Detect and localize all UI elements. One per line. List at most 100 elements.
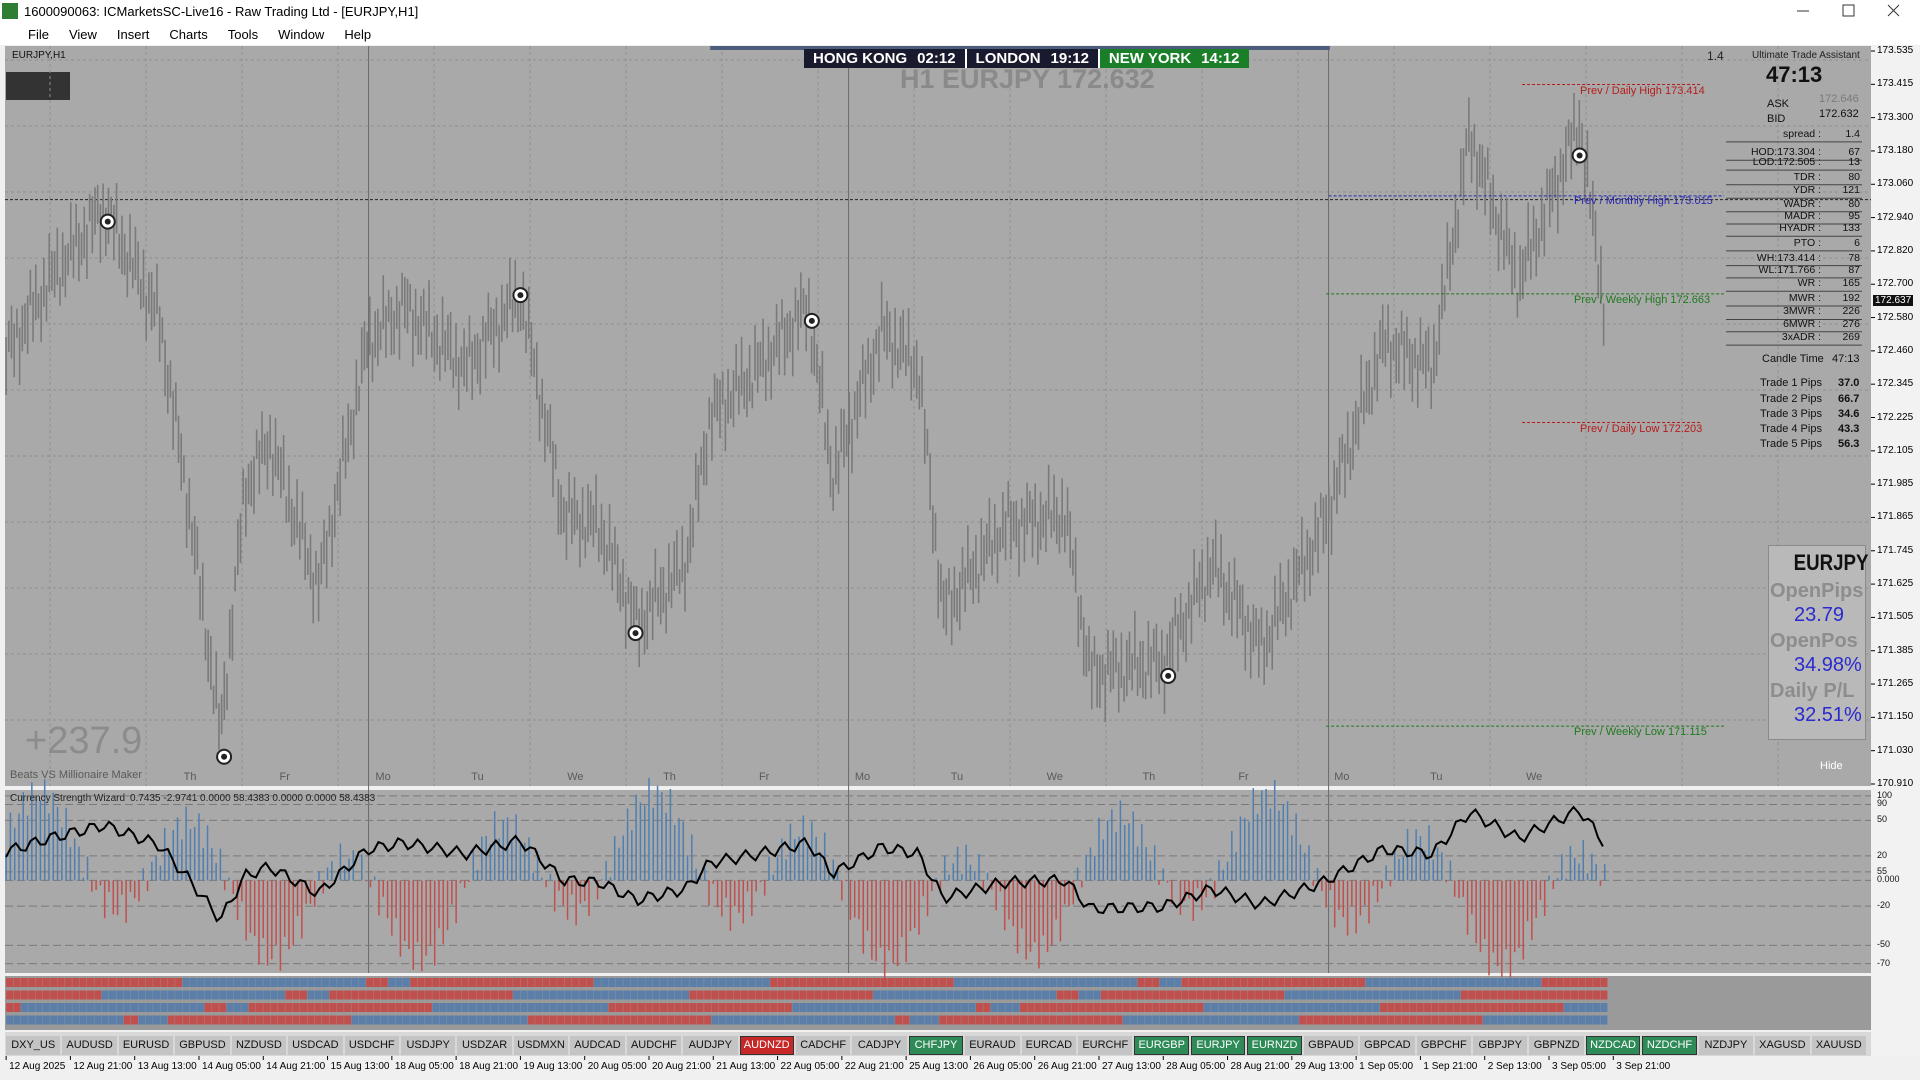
strength-cell (909, 990, 917, 1000)
strength-cell (1556, 990, 1564, 1000)
strength-cell (1240, 1015, 1248, 1025)
strength-cell (814, 978, 822, 987)
strength-cell (770, 1015, 778, 1025)
position-symbol: EURJPY (1793, 550, 1869, 575)
strength-cell (601, 978, 609, 987)
pair-button[interactable]: USDCHF (344, 1036, 399, 1055)
strength-cell (953, 990, 961, 1000)
strength-cell (123, 978, 131, 987)
pair-button[interactable]: XAUUSD (1811, 1036, 1866, 1055)
price-axis (1871, 46, 1920, 1056)
pair-button[interactable]: NZDCHF (1642, 1036, 1697, 1055)
strength-cell (145, 978, 153, 987)
strength-cell (902, 1003, 910, 1012)
pair-button[interactable]: CADJPY (852, 1036, 907, 1055)
strength-cell (571, 1003, 579, 1012)
pair-button[interactable]: GBPNZD (1529, 1036, 1584, 1055)
strength-cell (1100, 1015, 1108, 1025)
pair-button[interactable]: CADCHF (795, 1036, 851, 1055)
pair-button[interactable]: AUDCHF (626, 1036, 682, 1055)
strength-cell (564, 978, 572, 987)
strength-cell (300, 1015, 308, 1025)
strength-cell (182, 1003, 190, 1012)
strength-cell (1453, 1015, 1461, 1025)
menu-item[interactable]: File (28, 27, 49, 42)
pair-button[interactable]: EURGBP (1134, 1036, 1189, 1055)
pair-button[interactable]: USDMXN (513, 1036, 569, 1055)
strength-cell (1490, 1003, 1498, 1012)
pair-button[interactable]: AUDCAD (570, 1036, 625, 1055)
pair-button[interactable]: EURAUD (965, 1036, 1020, 1055)
pair-button[interactable]: EURNZD (1247, 1036, 1302, 1055)
menu-item[interactable]: View (68, 27, 97, 42)
pair-button[interactable]: NZDCAD (1585, 1036, 1641, 1055)
pair-button[interactable]: EURCHF (1078, 1036, 1133, 1055)
strength-cell (402, 1015, 410, 1025)
session-clock: HONG KONG 02:12 (804, 49, 965, 68)
strength-cell (645, 1015, 653, 1025)
strength-cell (454, 1015, 462, 1025)
strength-cell (1394, 1003, 1402, 1012)
strength-cell (50, 978, 58, 987)
strength-cell (292, 978, 300, 987)
pair-button[interactable]: AUDNZD (739, 1036, 794, 1055)
pair-button[interactable]: USDCAD (288, 1036, 343, 1055)
menu-item[interactable]: Insert (116, 27, 150, 42)
strength-cell (417, 978, 425, 987)
strength-cell (1571, 1015, 1579, 1025)
strength-cell (42, 978, 50, 987)
menu-item[interactable]: Window (278, 27, 325, 42)
pair-button[interactable]: USDZAR (457, 1036, 512, 1055)
strength-cell (1475, 990, 1483, 1000)
strength-cell (417, 1003, 425, 1012)
strength-cell (564, 990, 572, 1000)
strength-cell (270, 1003, 278, 1012)
pair-button[interactable]: GBPAUD (1303, 1036, 1359, 1055)
strength-cell (226, 1003, 234, 1012)
hide-button[interactable]: Hide (1820, 760, 1843, 772)
menu-item[interactable]: Tools (227, 27, 259, 42)
pair-button[interactable]: AUDJPY (683, 1036, 738, 1055)
strength-cell (1526, 978, 1534, 987)
stat-value: 80 (1848, 197, 1860, 210)
pair-button[interactable]: AUDUSD (62, 1036, 117, 1055)
strength-cell (1600, 990, 1608, 1000)
pair-button[interactable]: GBPCHF (1416, 1036, 1472, 1055)
strength-cell (116, 990, 124, 1000)
strength-cell (1100, 1003, 1108, 1012)
strength-cell (1093, 990, 1101, 1000)
pair-button[interactable]: NZDUSD (231, 1036, 287, 1055)
strength-cell (1130, 1003, 1138, 1012)
pair-button[interactable]: NZDJPY (1698, 1036, 1754, 1055)
strength-cell (1571, 1003, 1579, 1012)
menu-item[interactable]: Charts (169, 27, 208, 42)
strength-cell (344, 990, 352, 1000)
strength-cell (1005, 978, 1013, 987)
strength-cell (939, 990, 947, 1000)
strength-cell (153, 990, 161, 1000)
strength-cell (1196, 1015, 1204, 1025)
pair-button[interactable]: DXY_US (6, 1036, 61, 1055)
strength-cell (968, 1003, 976, 1012)
strength-cell (828, 990, 836, 1000)
pair-button[interactable]: EURCAD (1021, 1036, 1077, 1055)
strength-cell (946, 1003, 954, 1012)
pair-button[interactable]: EURUSD (118, 1036, 174, 1055)
strength-cell (1431, 978, 1439, 987)
pair-button[interactable]: CHFJPY (908, 1036, 964, 1055)
strength-cell (520, 1003, 528, 1012)
menu-item[interactable]: Help (344, 27, 372, 42)
pair-button[interactable]: GBPUSD (175, 1036, 230, 1055)
pair-button[interactable]: XAGUSD (1755, 1036, 1810, 1055)
time-axis (0, 1056, 1920, 1080)
strength-cell (153, 1003, 161, 1012)
strength-cell (704, 1003, 712, 1012)
pair-button[interactable]: USDJPY (400, 1036, 456, 1055)
pair-button[interactable]: GBPJPY (1473, 1036, 1528, 1055)
trade-panel-toggle[interactable] (6, 72, 70, 100)
stat-label: PTO : (1793, 236, 1821, 249)
strength-cell (601, 990, 609, 1000)
strength-cell (1233, 1015, 1241, 1025)
pair-button[interactable]: GBPCAD (1360, 1036, 1415, 1055)
pair-button[interactable]: EURJPY (1190, 1036, 1246, 1055)
